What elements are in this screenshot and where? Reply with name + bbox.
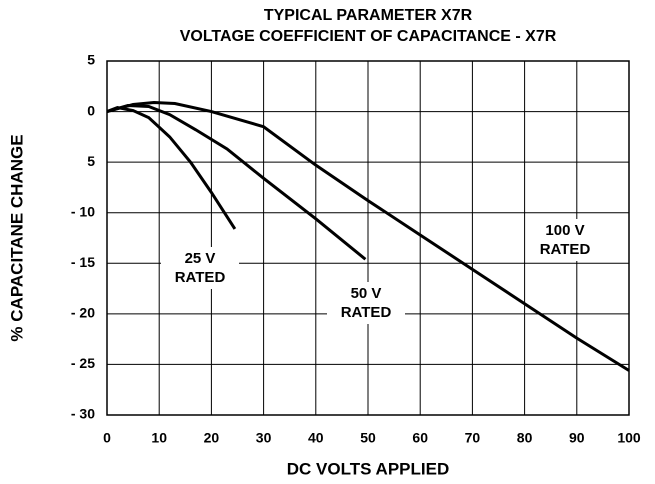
- series-label: 25 V RATED: [161, 247, 239, 289]
- line-series: [106, 100, 630, 372]
- series-label: 50 V RATED: [327, 282, 405, 324]
- x-axis-label: DC VOLTS APPLIED: [287, 459, 449, 478]
- y-tick-label: - 15: [71, 254, 95, 270]
- x-tick-label: 50: [360, 430, 376, 446]
- y-tick-label: 0: [87, 102, 95, 118]
- y-axis-label: % CAPACITANE CHANGE: [7, 134, 26, 341]
- x-tick-label: 0: [103, 430, 111, 446]
- x-tick-label: 80: [517, 430, 533, 446]
- x-tick-label: 10: [151, 430, 167, 446]
- x-tick-label: 70: [465, 430, 481, 446]
- x-tick-label: 60: [412, 430, 428, 446]
- x-tick-label: 40: [308, 430, 324, 446]
- y-tick-label: - 25: [71, 355, 95, 371]
- plot-frame: [106, 60, 630, 416]
- series-label: 100 V RATED: [526, 219, 604, 261]
- y-tick-label: - 30: [71, 406, 95, 422]
- y-tick-label: - 10: [71, 203, 95, 219]
- x-tick-label: 30: [256, 430, 272, 446]
- y-tick-label: 5: [87, 52, 95, 68]
- chart-title: TYPICAL PARAMETER X7R: [264, 7, 473, 24]
- y-tick-label: - 20: [71, 305, 95, 321]
- x-tick-label: 20: [204, 430, 220, 446]
- x-tick-label: 100: [617, 430, 641, 446]
- chart-subtitle: VOLTAGE COEFFICIENT OF CAPACITANCE - X7R: [180, 28, 557, 45]
- line-series: [106, 103, 367, 261]
- y-tick-label: 5: [87, 153, 95, 169]
- x-tick-label: 90: [569, 430, 585, 446]
- line-series: [106, 105, 237, 230]
